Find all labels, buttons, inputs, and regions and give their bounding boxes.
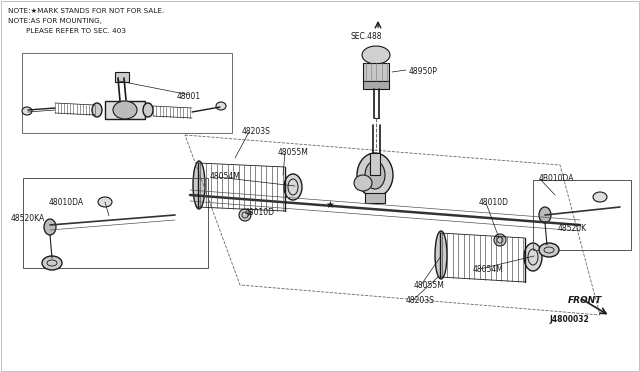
Ellipse shape	[22, 107, 32, 115]
Bar	[22, 53, 232, 133]
Text: 48203S: 48203S	[406, 296, 435, 305]
Text: 48055M: 48055M	[414, 281, 445, 290]
Bar	[115, 72, 129, 82]
Text: 48950P: 48950P	[409, 67, 438, 76]
Ellipse shape	[92, 103, 102, 117]
Ellipse shape	[435, 231, 447, 279]
Ellipse shape	[193, 161, 205, 209]
Text: 48203S: 48203S	[242, 127, 271, 136]
Text: PLEASE REFER TO SEC. 403: PLEASE REFER TO SEC. 403	[8, 28, 126, 34]
Text: 48001: 48001	[177, 92, 201, 101]
Bar	[365, 193, 385, 203]
Ellipse shape	[365, 161, 385, 189]
Text: ★: ★	[326, 200, 334, 210]
Ellipse shape	[357, 153, 393, 197]
Ellipse shape	[362, 46, 390, 64]
Bar	[105, 101, 145, 119]
Ellipse shape	[539, 243, 559, 257]
Ellipse shape	[524, 243, 542, 271]
Text: SEC.488: SEC.488	[351, 32, 383, 41]
Text: 48054M: 48054M	[210, 172, 241, 181]
Text: 48010DA: 48010DA	[49, 198, 84, 207]
Ellipse shape	[354, 175, 372, 191]
Ellipse shape	[216, 102, 226, 110]
Ellipse shape	[593, 192, 607, 202]
Text: 48055M: 48055M	[278, 148, 309, 157]
Ellipse shape	[539, 207, 551, 223]
Text: FRONT: FRONT	[568, 296, 602, 305]
Bar	[363, 63, 389, 81]
Ellipse shape	[239, 209, 251, 221]
Text: 4B010DA: 4B010DA	[539, 174, 575, 183]
Bar	[363, 81, 389, 89]
Ellipse shape	[42, 256, 62, 270]
Text: J4800032: J4800032	[549, 315, 589, 324]
Ellipse shape	[98, 197, 112, 207]
Text: 48520K: 48520K	[558, 224, 587, 233]
Text: 48054M: 48054M	[473, 265, 504, 274]
Text: 48010D: 48010D	[245, 208, 275, 217]
Bar	[533, 180, 631, 250]
Text: 48010D: 48010D	[479, 198, 509, 207]
Ellipse shape	[494, 234, 506, 246]
Text: NOTE:★MARK STANDS FOR NOT FOR SALE.: NOTE:★MARK STANDS FOR NOT FOR SALE.	[8, 8, 164, 14]
Ellipse shape	[143, 103, 153, 117]
Ellipse shape	[284, 174, 302, 200]
Text: 48520KA: 48520KA	[11, 214, 45, 223]
Bar	[370, 153, 380, 175]
Ellipse shape	[44, 219, 56, 235]
Bar	[23, 178, 208, 268]
Ellipse shape	[113, 101, 137, 119]
Text: NOTE:AS FOR MOUNTING,: NOTE:AS FOR MOUNTING,	[8, 18, 102, 24]
